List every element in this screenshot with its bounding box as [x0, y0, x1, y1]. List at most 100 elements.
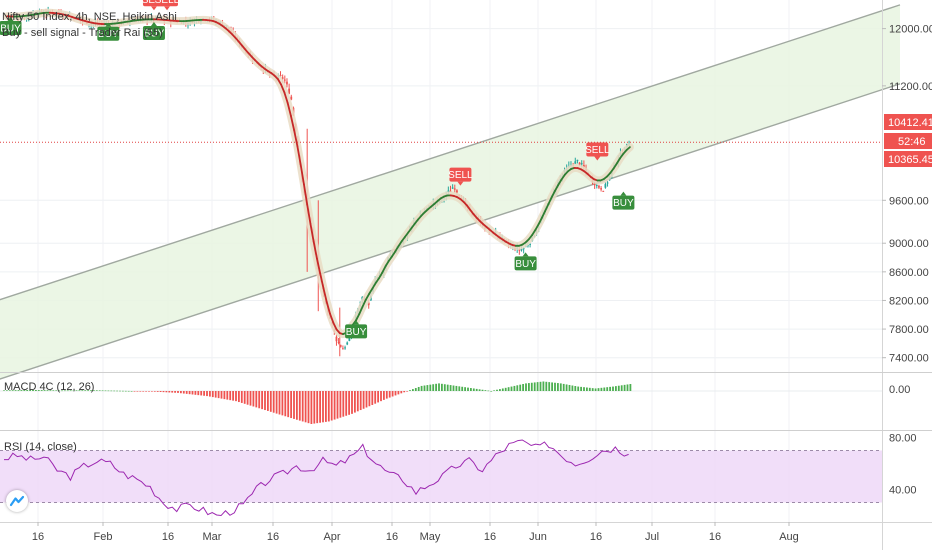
time-axis[interactable]: 16 Feb 16 Mar 16 Apr 16 May 16 Jun 16 Jul 16 Aug: [32, 522, 799, 543]
time-axis-label: Apr: [323, 531, 340, 543]
macd-bar: [43, 390, 46, 391]
macd-bar: [110, 390, 113, 392]
ma-segment: [404, 231, 410, 238]
macd-bar: [600, 387, 603, 391]
rsi-line[interactable]: [3, 439, 629, 517]
channel-lower-line[interactable]: [0, 83, 901, 386]
macd-bar: [258, 391, 261, 409]
macd-bar: [272, 391, 275, 413]
macd-bar: [81, 390, 84, 391]
ma-segment: [612, 162, 618, 170]
ma-segment: [466, 204, 472, 211]
buy-signal[interactable]: BUY: [142, 22, 165, 41]
ma-segment: [394, 245, 400, 253]
macd-bar: [11, 390, 14, 391]
sell-signal[interactable]: SELL: [448, 167, 473, 186]
buy-signal[interactable]: BUY: [612, 191, 635, 210]
macd-bar: [443, 384, 446, 391]
macd-bar: [403, 391, 406, 393]
macd-bar: [20, 390, 23, 391]
macd-bar: [165, 391, 168, 393]
macd-bar: [177, 391, 179, 393]
buy-signal[interactable]: BUY: [345, 320, 368, 339]
macd-bar: [397, 391, 400, 395]
macd-bar: [209, 391, 211, 397]
price-axis-label: 9600.00: [889, 195, 929, 207]
buy-signal[interactable]: BUY: [97, 22, 120, 41]
macd-bar: [162, 391, 165, 393]
macd-bar: [275, 391, 278, 414]
macd-bar: [530, 382, 533, 391]
macd-bar: [513, 385, 516, 391]
macd-bar: [98, 390, 101, 391]
macd-bar: [26, 390, 29, 391]
macd-bar: [32, 389, 34, 391]
macd-bar: [626, 384, 629, 391]
buy-signal[interactable]: BUY: [0, 17, 22, 36]
tradingview-logo-icon[interactable]: [6, 490, 28, 512]
macd-bar: [61, 390, 63, 392]
macd-bar: [348, 391, 350, 415]
macd-bar: [116, 390, 118, 392]
ma-segment: [286, 101, 292, 117]
candle-body: [520, 249, 523, 251]
macd-bar: [429, 384, 432, 391]
macd-bar: [3, 390, 5, 391]
signal-pointer: [353, 320, 360, 325]
macd-bar: [174, 391, 176, 393]
countdown-tag: 52:46: [884, 133, 932, 149]
signal-label: SELL: [142, 0, 167, 6]
macd-bar: [75, 390, 78, 391]
signal-box: [612, 195, 635, 210]
signal-label: BUY: [144, 29, 165, 40]
channel-upper-line[interactable]: [0, 4, 901, 306]
candle-body: [529, 243, 531, 245]
ma-segment: [355, 312, 361, 322]
macd-bar: [226, 391, 229, 400]
candle-body: [447, 190, 450, 193]
macd-bar: [180, 391, 182, 394]
sell-signal[interactable]: SELL: [585, 142, 610, 161]
ma-segment: [332, 321, 338, 331]
ma-line[interactable]: [6, 11, 631, 336]
macd-bar: [153, 391, 156, 392]
ma-segment: [371, 282, 377, 290]
macd-bar: [243, 391, 246, 404]
macd-bar: [423, 385, 426, 391]
macd-bar: [223, 391, 226, 400]
macd-bar: [8, 390, 11, 391]
macd-bar: [351, 391, 353, 414]
macd-bar: [400, 391, 403, 394]
macd-bar: [586, 387, 588, 391]
ma-segment: [293, 129, 299, 148]
macd-bar: [362, 391, 365, 409]
macd-bar: [455, 385, 458, 391]
buy-signal[interactable]: BUY: [514, 252, 537, 271]
candle-body: [574, 161, 577, 164]
indicator-title: Buy - sell signal - Trader Rai (55): [2, 27, 163, 39]
ma-segment: [329, 312, 335, 324]
macd-bar: [577, 386, 580, 391]
macd-bar: [136, 391, 139, 392]
rsi-axis-label: 40.00: [889, 485, 917, 497]
macd-bar: [539, 381, 542, 391]
macd-bar: [64, 390, 66, 392]
signal-pointer: [457, 181, 464, 186]
macd-bar: [333, 391, 336, 420]
ma-segment: [544, 203, 550, 212]
macd-bar: [345, 391, 348, 416]
macd-bar: [536, 382, 539, 391]
time-axis-label: Jul: [645, 531, 659, 543]
macd-bar: [107, 390, 110, 392]
price-axis[interactable]: 12000.00 11200.00 9600.00 9000.00 8600.00 820…: [882, 24, 932, 365]
macd-bar: [336, 391, 339, 419]
sell-signal[interactable]: SELL: [155, 0, 180, 11]
ma-segment: [316, 257, 322, 275]
signal-pointer: [7, 17, 14, 22]
candle-body: [576, 159, 579, 161]
macd-label: MACD 4C (12, 26): [4, 381, 94, 393]
macd-bar: [432, 384, 435, 391]
macd-bar: [171, 391, 174, 393]
time-axis-label: 16: [32, 531, 44, 543]
candle-body: [578, 162, 581, 165]
